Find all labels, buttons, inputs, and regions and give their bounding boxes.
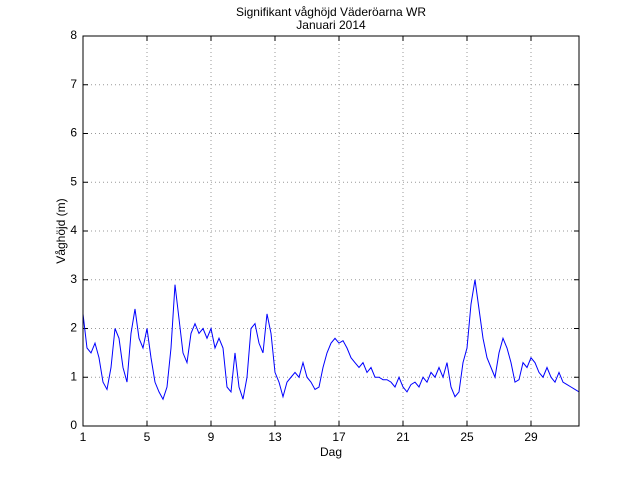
x-tick-label: 13	[268, 430, 282, 444]
y-axis-label: Våghöjd (m)	[54, 198, 68, 263]
y-tick-label: 4	[70, 223, 77, 237]
x-tick-label: 25	[460, 430, 474, 444]
x-tick-label: 1	[80, 430, 87, 444]
x-axis-label: Dag	[320, 445, 342, 459]
y-tick-label: 1	[70, 369, 77, 383]
y-tick-label: 5	[70, 174, 77, 188]
plot-frame	[82, 35, 580, 427]
data-line	[82, 279, 580, 401]
y-tick-label: 6	[70, 126, 77, 140]
x-tick-label: 9	[208, 430, 215, 444]
y-tick-label: 7	[70, 77, 77, 91]
y-tick-label: 3	[70, 272, 77, 286]
chart-title: Signifikant våghöjd Väderöarna WR	[236, 5, 426, 19]
x-tick-label: 21	[396, 430, 410, 444]
y-tick-label: 2	[70, 321, 77, 335]
x-tick-label: 29	[524, 430, 538, 444]
x-tick-label: 17	[332, 430, 346, 444]
y-tick-label: 8	[70, 28, 77, 42]
y-tick-label: 0	[70, 418, 77, 432]
chart-subtitle: Januari 2014	[296, 18, 366, 32]
x-tick-label: 5	[144, 430, 151, 444]
